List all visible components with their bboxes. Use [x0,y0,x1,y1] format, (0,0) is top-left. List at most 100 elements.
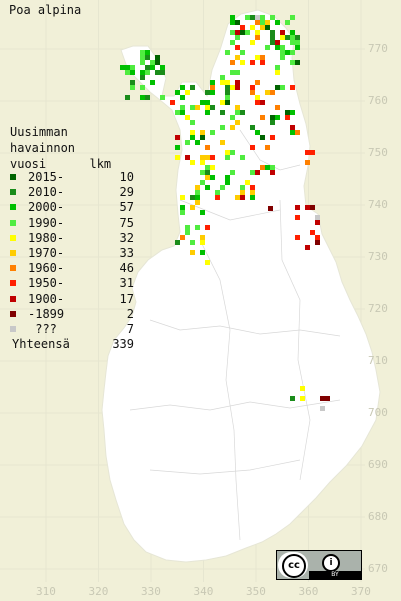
observation-square [260,100,265,105]
observation-square [240,30,245,35]
observation-square [180,210,185,215]
observation-square [140,95,145,100]
observation-square [200,130,205,135]
observation-square [205,260,210,265]
y-tick-label: 710 [368,354,388,367]
observation-square [190,250,195,255]
observation-square [265,145,270,150]
observation-square [235,45,240,50]
observation-square [265,20,270,25]
observation-square [295,235,300,240]
cc-logo-background: cc [278,552,308,578]
observation-square [210,85,215,90]
observation-square [240,110,245,115]
observation-square [230,170,235,175]
observation-square [145,95,150,100]
observation-square [155,60,160,65]
legend-total-count: 339 [112,337,134,351]
observation-square [295,40,300,45]
legend-count: 33 [119,245,134,260]
observation-square [275,115,280,120]
observation-square [225,150,230,155]
observation-square [250,195,255,200]
observation-square [220,185,225,190]
observation-square [260,165,265,170]
observation-square [130,65,135,70]
observation-square [200,170,205,175]
observation-square [240,195,245,200]
legend-swatch [10,234,16,241]
observation-square [170,100,175,105]
observation-square [320,396,325,401]
observation-square [205,90,210,95]
legend-count: 29 [119,185,134,200]
observation-square [200,250,205,255]
observation-square [210,80,215,85]
x-tick-label: 330 [141,585,161,598]
observation-square [225,50,230,55]
legend-label: 1970- [28,245,65,260]
observation-square [190,240,195,245]
observation-square [285,115,290,120]
legend-swatch [10,325,16,332]
observation-square [230,150,235,155]
observation-square [145,50,150,55]
observation-square [260,55,265,60]
observation-square [285,50,290,55]
observation-square [205,155,210,160]
legend-label: 2015- [28,170,65,184]
observation-square [240,185,245,190]
cc-license-badge[interactable]: cc i BY [276,550,362,580]
by-label: BY [309,571,361,579]
legend-heading: Uusimman havainnon vuosi lkm [10,125,112,171]
observation-square [270,170,275,175]
observation-square [295,35,300,40]
legend: 2015- 10 2010- 29 2000- 57 1990- 75 1980- 32 1970-… [8,170,138,337]
observation-square [210,90,215,95]
observation-square [290,50,295,55]
observation-square [195,185,200,190]
observation-square [175,155,180,160]
observation-square [200,235,205,240]
observation-square [305,160,310,165]
cc-icon: cc [282,554,306,578]
observation-square [250,15,255,20]
legend-count: 10 [119,170,134,184]
observation-square [195,200,200,205]
observation-square [175,145,180,150]
legend-swatch [10,249,16,256]
observation-square [245,180,250,185]
observation-square [315,235,320,240]
observation-square [260,25,265,30]
observation-square [245,15,250,20]
observation-square [255,130,260,135]
observation-square [220,100,225,105]
legend-row: 1970- 33 [8,246,138,261]
observation-square [250,60,255,65]
observation-square [195,190,200,195]
y-tick-label: 750 [368,146,388,159]
observation-square [270,30,275,35]
observation-square [205,185,210,190]
observation-square [260,15,265,20]
observation-square [130,70,135,75]
observation-square [225,90,230,95]
observation-square [210,175,215,180]
x-tick-label: 320 [88,585,109,598]
observation-square [305,245,310,250]
legend-swatch [10,219,16,226]
observation-square [310,230,315,235]
legend-label: 2010- [28,185,65,200]
legend-swatch [10,310,16,317]
observation-square [290,40,295,45]
observation-square [280,35,285,40]
observation-square [255,55,260,60]
observation-square [260,135,265,140]
observation-square [235,30,240,35]
observation-square [175,110,180,115]
legend-row: 1980- 32 [8,231,138,246]
observation-square [250,125,255,130]
observation-square [140,85,145,90]
observation-square [210,105,215,110]
